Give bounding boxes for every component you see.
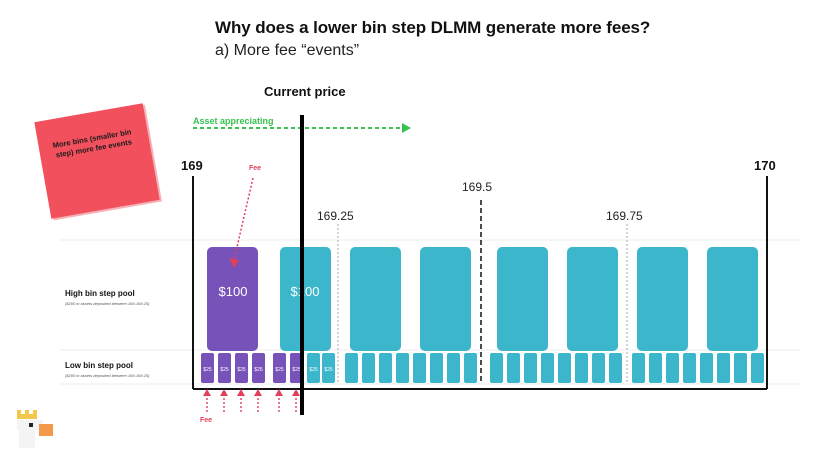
low-bin-filled [235,353,248,383]
low-bin [666,353,679,383]
fee-label-bottom: Fee [200,417,213,424]
low-bin-value: $25 [220,367,229,373]
low-bin-filled [201,353,214,383]
asset-appreciating-label: Asset appreciating [193,116,274,126]
low-bin [632,353,645,383]
high-pool-subtitle: ($200 in assets deposited between 169-16… [65,301,150,306]
high-bin-value-1: $100 [219,284,248,299]
page-subtitle: a) More fee “events” [215,42,360,59]
low-bin [362,353,375,383]
low-bin [345,353,358,383]
low-bin-filled [252,353,265,383]
fee-arrows-bottom [203,389,300,412]
low-bin-value: $25 [203,367,212,373]
high-bin-filled [207,247,258,351]
high-bin [567,247,618,351]
low-bin [413,353,426,383]
low-bin-value: $25 [292,367,301,373]
low-bin-value: $25 [237,367,246,373]
low-bin [541,353,554,383]
low-bin-value: $25 [309,367,318,373]
price-label-169-5: 169.5 [462,180,493,194]
low-bin-value: $25 [275,367,284,373]
price-label-169-75: 169.75 [606,209,643,223]
high-bin-value-2: $100 [291,284,320,299]
low-bin [683,353,696,383]
low-bin [322,353,335,383]
high-bin [280,247,331,351]
low-pool-subtitle: ($200 in assets deposited between 169-16… [65,373,150,378]
low-bin [524,353,537,383]
low-bin [592,353,605,383]
low-bin-filled [218,353,231,383]
low-bin [507,353,520,383]
low-bin-value: $25 [324,367,333,373]
low-bin [609,353,622,383]
asset-arrow-head [402,123,411,133]
low-bin [558,353,571,383]
low-bin-filled [290,353,303,383]
low-bin [396,353,409,383]
low-bin [490,353,503,383]
duck-logo-icon [17,410,53,448]
low-bin [430,353,443,383]
low-bin [447,353,460,383]
high-bin [637,247,688,351]
low-bin [649,353,662,383]
low-bin-filled [273,353,286,383]
low-bin [379,353,392,383]
high-bin [707,247,758,351]
low-bin [575,353,588,383]
low-bin [307,353,320,383]
current-price-label: Current price [264,84,346,99]
page-title: Why does a lower bin step DLMM generate … [215,18,651,37]
low-bin [717,353,730,383]
price-label-169-25: 169.25 [317,209,354,223]
high-bin [420,247,471,351]
high-bin [497,247,548,351]
price-label-170: 170 [754,158,776,173]
high-pool-title: High bin step pool [65,289,135,298]
fee-arrow-top-head [229,258,239,268]
high-bin [350,247,401,351]
price-label-169: 169 [181,158,203,173]
fee-label-top: Fee [249,165,262,172]
low-bin [734,353,747,383]
low-bin [751,353,764,383]
low-pool-title: Low bin step pool [65,361,133,370]
low-bin [700,353,713,383]
low-bin [464,353,477,383]
low-bin-value: $25 [254,367,263,373]
